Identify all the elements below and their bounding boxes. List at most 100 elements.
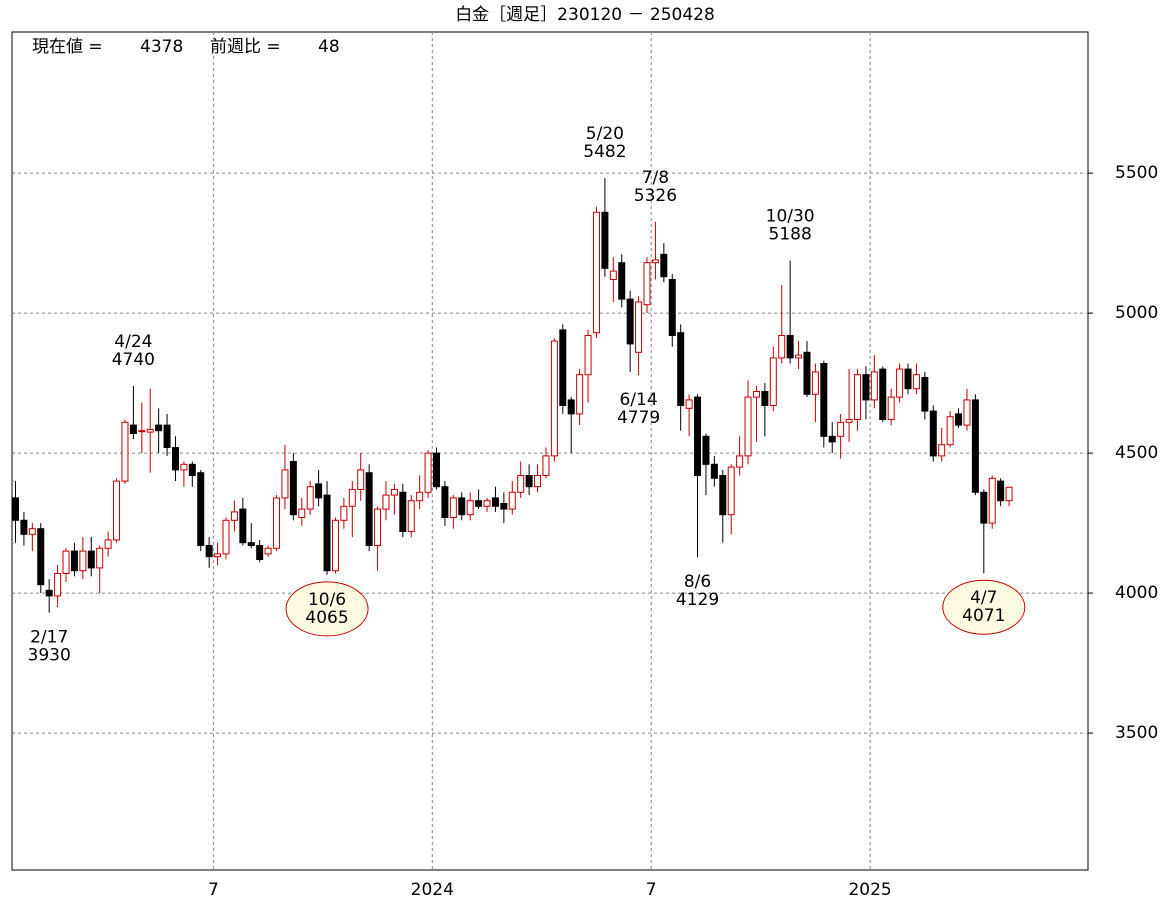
annotation-date: 4/24 — [114, 332, 152, 352]
candle-body — [963, 399, 971, 426]
candle-body — [331, 519, 339, 572]
candle-body — [508, 491, 516, 510]
candle-body — [188, 463, 196, 476]
annotation-date: 2/17 — [30, 628, 68, 648]
candle-body — [744, 396, 752, 457]
candle-body — [887, 396, 895, 421]
y-tick-label: 5500 — [1115, 163, 1158, 183]
change-label: 前週比 = — [210, 37, 281, 57]
candle-body — [668, 279, 676, 337]
candle-body — [736, 455, 744, 468]
candle-body — [323, 494, 331, 572]
candle-body — [256, 544, 264, 560]
candle-body — [584, 335, 592, 376]
candle-body — [222, 519, 230, 555]
candle-body — [534, 474, 542, 488]
candle-body — [416, 491, 424, 502]
candle-body — [677, 332, 685, 407]
candle-body — [870, 371, 878, 401]
candle-body — [365, 472, 373, 546]
candle-body — [685, 399, 693, 409]
candle-body — [62, 550, 70, 574]
candle-body — [146, 428, 154, 433]
candle-body — [795, 354, 803, 359]
candle-body — [390, 488, 398, 496]
annotation-value: 4065 — [305, 608, 348, 628]
candle-body — [626, 298, 634, 345]
candle-body — [929, 410, 937, 457]
candle-body — [281, 469, 289, 499]
annotation-value: 5188 — [769, 224, 812, 244]
candle-body — [96, 547, 104, 569]
candle-body — [197, 472, 205, 546]
candle-body — [483, 500, 491, 507]
candle-body — [550, 340, 558, 457]
candle-body — [752, 391, 760, 398]
candle-body — [803, 351, 811, 395]
candle-body — [938, 444, 946, 457]
y-tick-label: 3500 — [1115, 723, 1158, 743]
annotation-value: 4779 — [617, 408, 660, 428]
candle-body — [660, 253, 668, 278]
candle-body — [171, 447, 179, 471]
candle-body — [374, 508, 382, 546]
x-tick-label: 7 — [646, 880, 657, 900]
candle-body — [129, 424, 137, 435]
candle-body — [643, 262, 651, 306]
candle-body — [710, 463, 718, 479]
candle-body — [955, 413, 963, 426]
annotation-value: 4740 — [112, 350, 155, 370]
candle-body — [592, 211, 600, 334]
candle-body — [988, 477, 996, 524]
candle-body — [104, 539, 112, 549]
candle-body — [567, 399, 575, 415]
candle-body — [651, 259, 659, 264]
annotation-date: 6/14 — [619, 390, 657, 410]
candle-body — [357, 469, 365, 490]
candle-body — [727, 466, 735, 516]
candle-body — [45, 589, 53, 597]
candle-body — [138, 430, 146, 433]
candle-body — [424, 452, 432, 493]
candle-body — [778, 335, 786, 359]
candle-body — [113, 480, 121, 541]
candle-body — [980, 491, 988, 524]
candle-body — [239, 508, 247, 544]
candle-body — [542, 455, 550, 476]
candle-body — [441, 486, 449, 518]
candle-body — [904, 368, 912, 390]
candle-body — [79, 550, 87, 572]
annotation-date: 4/7 — [970, 588, 997, 608]
candle-body — [247, 542, 255, 546]
annotation-value: 5482 — [583, 142, 626, 162]
candle-body — [155, 424, 163, 432]
candle-body — [491, 497, 499, 507]
candle-body — [399, 491, 407, 532]
candle-body — [997, 480, 1005, 502]
candle-body — [635, 301, 643, 353]
candle-body — [382, 494, 390, 510]
annotation-date: 8/6 — [684, 572, 711, 592]
candle-body — [609, 270, 617, 281]
x-tick-label: 7 — [208, 880, 219, 900]
candle-body — [694, 396, 702, 476]
candle-body — [87, 550, 95, 569]
plot-frame — [11, 31, 1089, 871]
candle-body — [348, 488, 356, 507]
candle-body — [576, 374, 584, 415]
annotation-value: 3930 — [28, 646, 71, 666]
candle-body — [702, 435, 710, 465]
candle-body — [315, 483, 323, 499]
candle-body — [70, 550, 78, 572]
candle-body — [769, 357, 777, 407]
annotation-circle — [285, 581, 369, 637]
annotation-value: 4129 — [676, 590, 719, 610]
annotation-date: 7/8 — [642, 168, 669, 188]
y-tick-label: 4500 — [1115, 443, 1158, 463]
candle-body — [214, 553, 222, 558]
y-tick-label: 4000 — [1115, 583, 1158, 603]
candle-body — [828, 435, 836, 443]
candle-body — [837, 421, 845, 437]
annotation-circle — [942, 579, 1026, 635]
candle-body — [230, 511, 238, 521]
